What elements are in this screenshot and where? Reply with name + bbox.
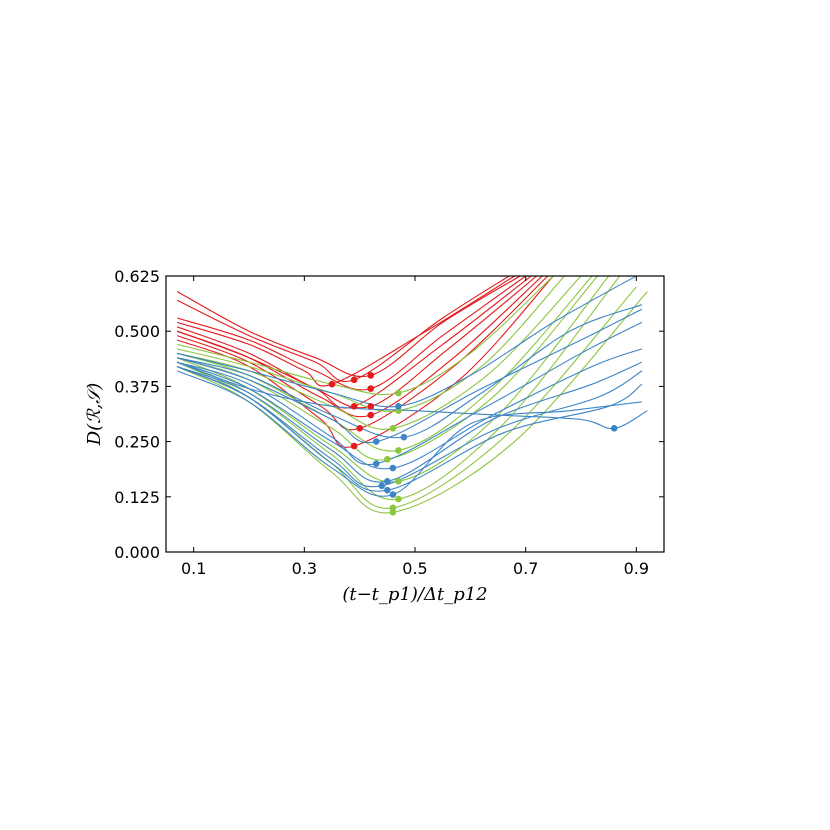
minimum-point-blue <box>378 482 386 490</box>
minimum-point-red <box>367 402 375 410</box>
series-line-green <box>176 286 637 509</box>
series-line-red <box>176 276 543 418</box>
minimum-point-green <box>395 447 402 454</box>
series-line-blue <box>176 361 643 483</box>
minimum-point-blue <box>610 425 618 432</box>
series-line-red <box>176 276 515 387</box>
x-tick-label: 0.1 <box>181 559 206 578</box>
minimum-point-red <box>356 425 363 432</box>
x-tick-label: 0.5 <box>402 559 427 578</box>
minimum-point-red <box>350 442 358 450</box>
minimum-point-blue <box>389 464 397 472</box>
minimum-point-red <box>367 372 375 379</box>
y-tick-label: 0.375 <box>114 377 160 396</box>
series-line-blue <box>176 365 643 488</box>
minimum-markers <box>328 372 618 516</box>
y-tick-label: 0.250 <box>114 433 160 452</box>
x-axis-label: (t−t_p1)/Δt_p12 <box>342 584 487 605</box>
y-tick-label: 0.000 <box>114 543 160 562</box>
x-axis: 0.1 0.3 0.5 0.7 0.9 <box>181 276 649 578</box>
minimum-point-blue <box>384 478 391 485</box>
minimum-point-red <box>328 380 336 388</box>
minimum-point-red <box>367 411 375 419</box>
minimum-point-blue <box>384 486 391 494</box>
minimum-point-blue <box>389 491 397 498</box>
series-line-blue <box>176 308 643 444</box>
minimum-point-green <box>389 425 397 432</box>
y-axis: 0.000 0.125 0.250 0.375 0.500 0.625 <box>114 267 664 562</box>
y-axis-label: D(ℛ,𝒮) <box>84 383 105 447</box>
x-tick-label: 0.3 <box>292 559 317 578</box>
minimum-point-green <box>395 478 402 485</box>
series-line-red <box>176 276 549 431</box>
y-tick-label: 0.500 <box>114 322 160 341</box>
minimum-point-blue <box>400 433 408 441</box>
series-layer <box>176 276 648 514</box>
minimum-point-red <box>350 376 358 384</box>
series-line-green <box>176 276 621 501</box>
y-tick-label: 0.125 <box>114 488 160 507</box>
x-tick-label: 0.9 <box>624 559 649 578</box>
series-line-green <box>176 276 554 396</box>
series-line-red <box>176 276 510 382</box>
x-tick-label: 0.7 <box>513 559 538 578</box>
y-tick-label: 0.625 <box>114 267 160 286</box>
minimum-point-blue <box>372 438 380 445</box>
series-line-red <box>176 276 521 378</box>
minimum-point-blue <box>372 460 380 467</box>
minimum-point-green <box>395 495 402 503</box>
minimum-point-red <box>350 402 358 410</box>
series-line-red <box>176 276 554 448</box>
minimum-point-green <box>395 389 402 397</box>
series-line-green <box>176 291 648 514</box>
minimum-point-green <box>384 455 391 463</box>
series-line-blue <box>176 321 643 466</box>
minimum-point-blue <box>395 402 402 410</box>
series-line-blue <box>176 361 648 430</box>
minimum-point-green <box>389 508 397 516</box>
minimum-point-red <box>367 385 375 392</box>
